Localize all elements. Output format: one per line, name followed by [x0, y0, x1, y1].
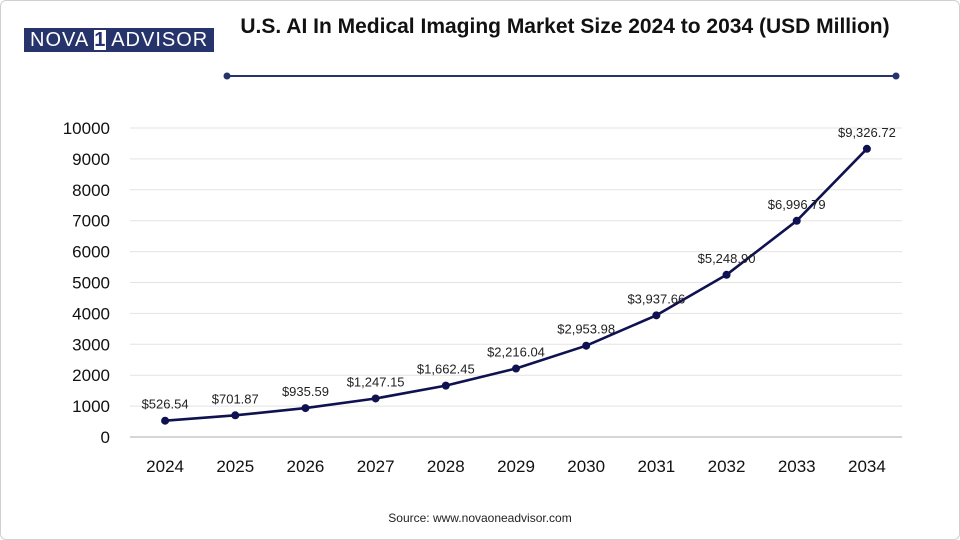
x-axis-ticks: 2024 2025 2026 2027 2028 2029 2030 2031 2032 2033…	[146, 457, 886, 476]
y-tick-label-7000: 7000	[72, 212, 110, 231]
y-tick-label-8000: 8000	[72, 181, 110, 200]
y-tick-label-5000: 5000	[72, 274, 110, 293]
data-point-2034	[862, 144, 871, 153]
data-label-2026: $935.59	[282, 384, 329, 399]
x-tick-label-2026: 2026	[287, 457, 325, 476]
data-label-2031: $3,937.66	[627, 291, 685, 306]
data-label-2034: $9,326.72	[838, 125, 896, 140]
data-label-2033: $6,996.79	[768, 197, 826, 212]
y-tick-label-9000: 9000	[72, 150, 110, 169]
data-label-2025: $701.87	[212, 391, 259, 406]
data-label-2029: $2,216.04	[487, 345, 545, 360]
data-label-2027: $1,247.15	[347, 374, 405, 389]
y-tick-label-3000: 3000	[72, 335, 110, 354]
data-label-2024: $526.54	[142, 397, 189, 412]
data-point-2028	[441, 381, 450, 390]
data-point-2031	[652, 311, 661, 320]
data-point-2027	[371, 394, 380, 403]
gridlines	[130, 127, 902, 438]
data-label-2028: $1,662.45	[417, 362, 475, 377]
data-point-2029	[512, 364, 520, 373]
x-tick-label-2029: 2029	[497, 457, 535, 476]
x-tick-label-2031: 2031	[637, 457, 675, 476]
title-divider	[223, 72, 900, 80]
x-tick-label-2032: 2032	[708, 457, 746, 476]
x-tick-label-2034: 2034	[848, 457, 886, 476]
logo-text-left: NOVA	[24, 28, 93, 52]
logo-text-right: ADVISOR	[108, 28, 215, 52]
y-tick-label-2000: 2000	[72, 366, 110, 385]
x-tick-label-2027: 2027	[357, 457, 395, 476]
y-tick-label-0: 0	[101, 428, 110, 447]
data-point-2033	[792, 216, 801, 225]
data-point-2032	[722, 270, 731, 279]
data-point-2030	[582, 341, 591, 350]
y-tick-label-10000: 10000	[63, 119, 110, 138]
data-point-2025	[231, 411, 240, 420]
x-tick-label-2025: 2025	[216, 457, 254, 476]
logo-text-middle: 1	[92, 28, 109, 52]
data-point-2024	[161, 416, 170, 425]
y-axis-ticks: 0 1000 2000 3000 4000 5000 6000 7000 8000 9000 100…	[63, 119, 110, 447]
data-label-2030: $2,953.98	[557, 322, 615, 337]
data-points	[161, 144, 871, 425]
y-tick-label-4000: 4000	[72, 304, 110, 323]
data-label-2032: $5,248.90	[698, 251, 756, 266]
chart-title: U.S. AI In Medical Imaging Market Size 2…	[240, 15, 890, 38]
data-point-2026	[301, 404, 310, 413]
x-tick-label-2028: 2028	[427, 457, 465, 476]
y-tick-label-1000: 1000	[72, 397, 110, 416]
x-tick-label-2024: 2024	[146, 457, 184, 476]
y-tick-label-6000: 6000	[72, 243, 110, 262]
data-labels: $526.54 $701.87 $935.59 $1,247.15 $1,662.45 $…	[142, 125, 896, 412]
x-tick-label-2030: 2030	[567, 457, 605, 476]
brand-logo: NOVA 1 ADVISOR	[24, 28, 215, 52]
source-note: Source: www.novaoneadvisor.com	[388, 511, 572, 525]
x-tick-label-2033: 2033	[778, 457, 816, 476]
